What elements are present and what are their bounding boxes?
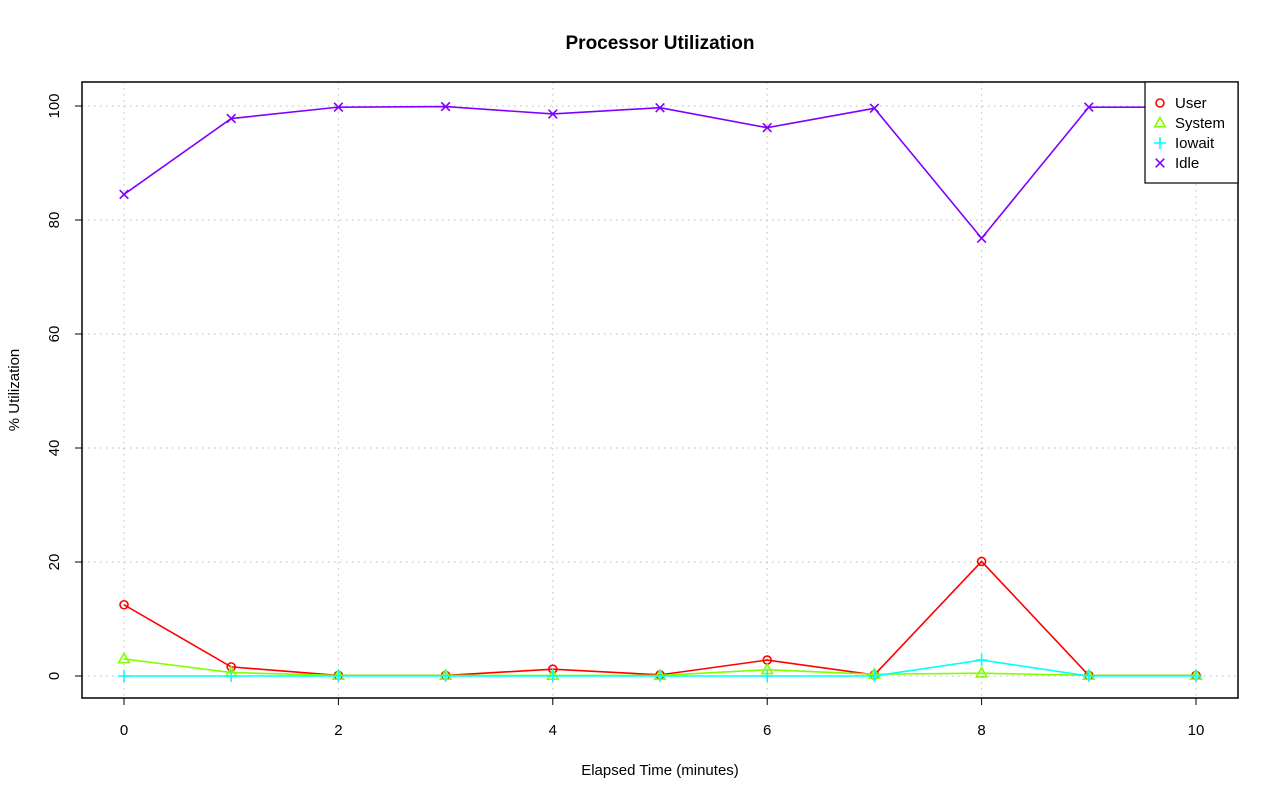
data-point-idle [869, 103, 880, 114]
data-point-idle [1083, 102, 1094, 113]
y-axis-label: % Utilization [6, 349, 23, 432]
legend-label-system: System [1175, 115, 1225, 132]
data-point-user [976, 556, 987, 567]
series-idle [119, 101, 1201, 244]
data-point-idle [119, 189, 129, 200]
data-point-system [974, 666, 989, 678]
y-tick-label: 40 [46, 440, 63, 457]
legend-label-user: User [1175, 95, 1207, 112]
y-tick-label: 0 [46, 672, 63, 680]
data-point-iowait [225, 670, 238, 682]
data-point-idle [547, 109, 558, 119]
x-tick-label: 6 [763, 722, 771, 739]
chart-title: Processor Utilization [566, 33, 755, 54]
data-point-idle [440, 101, 451, 112]
data-point-iowait [761, 670, 774, 682]
x-tick-label: 0 [120, 722, 128, 739]
series-iowait [118, 654, 1202, 682]
data-point-idle [976, 233, 987, 244]
data-point-idle [226, 113, 237, 124]
data-point-iowait [439, 670, 452, 682]
data-point-idle [655, 102, 665, 113]
x-tick-label: 8 [977, 722, 985, 739]
y-tick-label: 80 [46, 212, 63, 229]
legend-marker-iowait [1154, 137, 1166, 149]
x-tick-label: 4 [549, 722, 557, 739]
y-tick-label: 60 [46, 326, 63, 343]
data-point-idle [333, 102, 344, 113]
data-point-iowait [975, 654, 988, 667]
legend-marker-user [1155, 98, 1165, 108]
legend-marker-idle [1155, 158, 1165, 168]
data-point-user [119, 599, 129, 610]
data-point-iowait [868, 670, 881, 682]
legend-label-iowait: Iowait [1175, 135, 1215, 152]
data-point-iowait [332, 670, 345, 682]
y-tick-label: 100 [46, 93, 63, 118]
legend: User System Iowait Idle [1144, 81, 1239, 184]
plot-frame [81, 81, 1239, 699]
series-layer [117, 101, 1203, 682]
data-point-system [117, 651, 131, 664]
data-point-idle [762, 122, 773, 133]
y-tick-label: 20 [46, 554, 63, 571]
data-point-iowait [1082, 670, 1095, 682]
data-point-iowait [1190, 670, 1202, 682]
data-point-iowait [118, 670, 130, 682]
legend-marker-system [1153, 115, 1167, 128]
x-tick-label: 2 [334, 722, 342, 739]
x-axis-label: Elapsed Time (minutes) [581, 762, 739, 779]
data-point-iowait [546, 670, 559, 682]
x-tick-label: 10 [1188, 722, 1205, 739]
data-point-iowait [654, 670, 666, 682]
legend-label-idle: Idle [1175, 155, 1199, 172]
